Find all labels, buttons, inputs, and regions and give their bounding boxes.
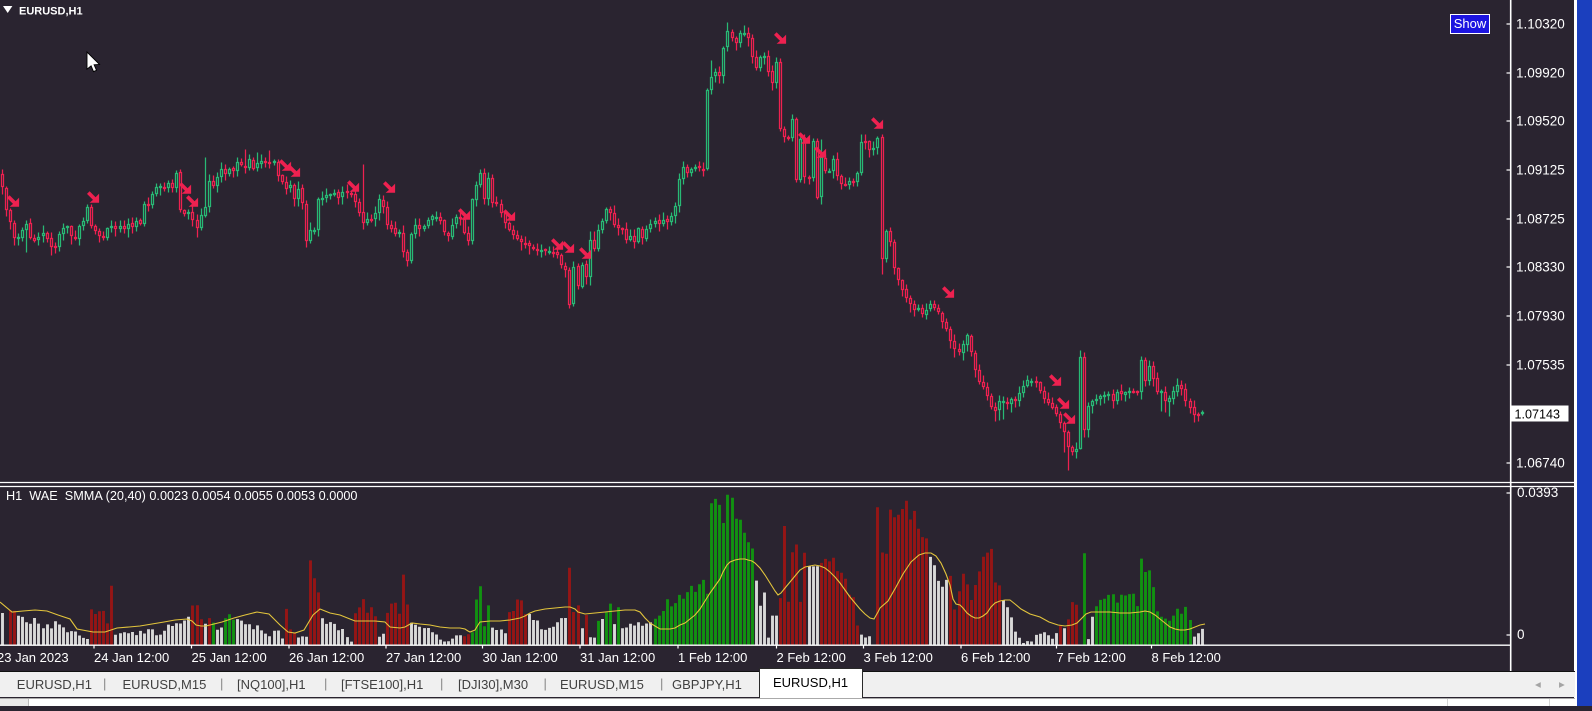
svg-text:1.06740: 1.06740 bbox=[1516, 456, 1565, 471]
svg-text:25 Jan 12:00: 25 Jan 12:00 bbox=[192, 650, 267, 665]
svg-text:1.09520: 1.09520 bbox=[1516, 114, 1565, 129]
svg-text:1.07143: 1.07143 bbox=[1515, 408, 1561, 422]
svg-text:EURUSD,H1: EURUSD,H1 bbox=[19, 6, 83, 18]
svg-text:0: 0 bbox=[1517, 627, 1525, 642]
svg-text:1.09920: 1.09920 bbox=[1516, 66, 1565, 81]
svg-text:1.08725: 1.08725 bbox=[1516, 212, 1565, 227]
svg-text:3 Feb 12:00: 3 Feb 12:00 bbox=[864, 650, 933, 665]
svg-text:31 Jan 12:00: 31 Jan 12:00 bbox=[580, 650, 655, 665]
svg-text:23 Jan 2023: 23 Jan 2023 bbox=[0, 650, 69, 665]
svg-text:1.09125: 1.09125 bbox=[1516, 163, 1565, 178]
svg-text:1.10320: 1.10320 bbox=[1516, 17, 1565, 32]
svg-text:7 Feb 12:00: 7 Feb 12:00 bbox=[1057, 650, 1126, 665]
svg-text:24 Jan 12:00: 24 Jan 12:00 bbox=[94, 650, 169, 665]
svg-text:26 Jan 12:00: 26 Jan 12:00 bbox=[289, 650, 364, 665]
svg-text:0.0393: 0.0393 bbox=[1517, 485, 1558, 500]
svg-text:27 Jan 12:00: 27 Jan 12:00 bbox=[386, 650, 461, 665]
svg-text:1.07535: 1.07535 bbox=[1516, 358, 1565, 373]
svg-text:1.07930: 1.07930 bbox=[1516, 309, 1565, 324]
svg-text:2 Feb 12:00: 2 Feb 12:00 bbox=[777, 650, 846, 665]
svg-text:8 Feb 12:00: 8 Feb 12:00 bbox=[1152, 650, 1221, 665]
svg-text:6 Feb 12:00: 6 Feb 12:00 bbox=[961, 650, 1030, 665]
svg-text:1.08330: 1.08330 bbox=[1516, 260, 1565, 275]
svg-text:30 Jan 12:00: 30 Jan 12:00 bbox=[483, 650, 558, 665]
svg-text:1 Feb 12:00: 1 Feb 12:00 bbox=[678, 650, 747, 665]
svg-text:H1 WAE SMMA (20,40) 0.0023 0: H1 WAE SMMA (20,40) 0.0023 0.0054 0.0055… bbox=[6, 489, 358, 503]
